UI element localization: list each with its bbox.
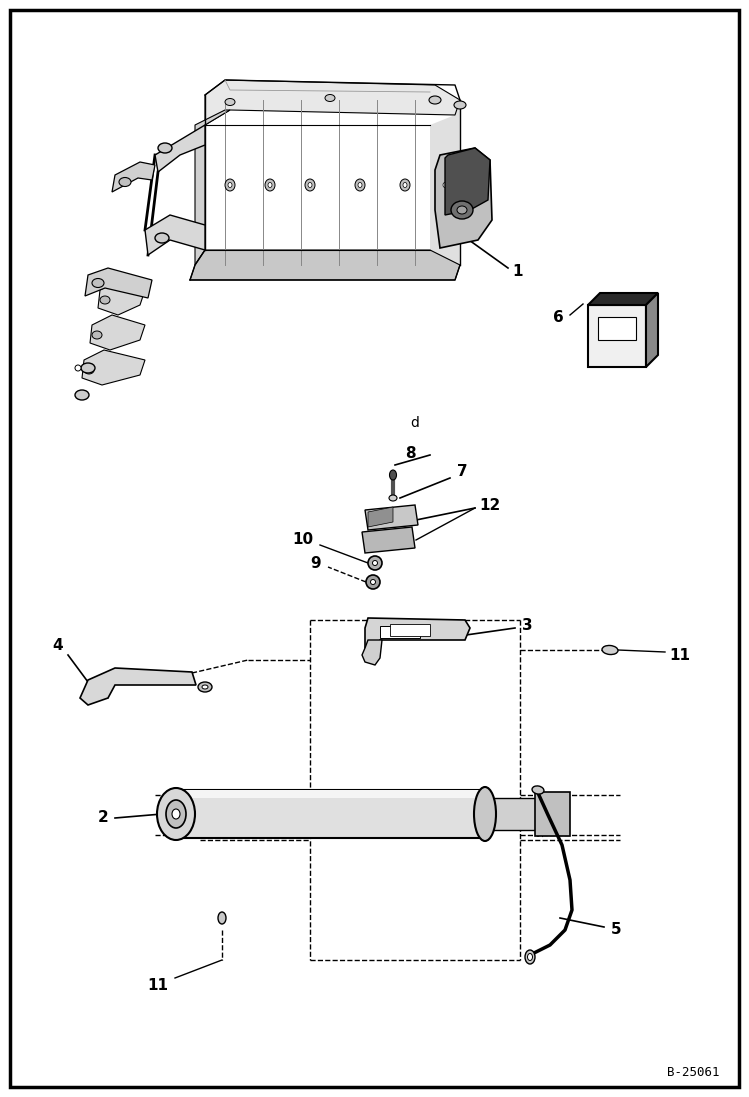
Ellipse shape — [225, 179, 235, 191]
Ellipse shape — [602, 645, 618, 655]
Ellipse shape — [265, 179, 275, 191]
Polygon shape — [588, 305, 646, 367]
Polygon shape — [145, 215, 205, 255]
Ellipse shape — [532, 785, 544, 794]
Ellipse shape — [268, 182, 272, 188]
Ellipse shape — [358, 182, 362, 188]
Polygon shape — [588, 293, 658, 305]
Text: 6: 6 — [553, 310, 563, 326]
Polygon shape — [535, 792, 570, 836]
Polygon shape — [90, 315, 145, 350]
Polygon shape — [183, 790, 480, 798]
Ellipse shape — [157, 788, 195, 840]
Ellipse shape — [372, 561, 377, 565]
Ellipse shape — [440, 179, 450, 191]
Ellipse shape — [451, 201, 473, 219]
Ellipse shape — [308, 182, 312, 188]
Ellipse shape — [225, 99, 235, 105]
Polygon shape — [80, 668, 196, 705]
Ellipse shape — [155, 233, 169, 244]
Polygon shape — [82, 350, 145, 385]
Ellipse shape — [474, 787, 496, 841]
Ellipse shape — [218, 912, 226, 924]
Ellipse shape — [305, 179, 315, 191]
Text: 12: 12 — [479, 498, 500, 512]
Polygon shape — [98, 280, 145, 315]
Ellipse shape — [527, 953, 533, 961]
Ellipse shape — [172, 808, 180, 819]
Ellipse shape — [371, 579, 375, 585]
Ellipse shape — [198, 682, 212, 692]
Polygon shape — [365, 618, 470, 652]
Text: 7: 7 — [457, 464, 467, 479]
Ellipse shape — [525, 950, 535, 964]
Ellipse shape — [325, 94, 335, 102]
Polygon shape — [205, 100, 460, 280]
Text: 10: 10 — [292, 532, 314, 547]
Polygon shape — [195, 110, 230, 265]
Ellipse shape — [92, 279, 104, 287]
Polygon shape — [445, 148, 490, 215]
Text: 4: 4 — [52, 637, 64, 653]
Polygon shape — [598, 317, 636, 340]
Text: 2: 2 — [97, 811, 109, 826]
Polygon shape — [362, 640, 382, 665]
Ellipse shape — [389, 495, 397, 501]
Ellipse shape — [457, 206, 467, 214]
Text: d: d — [410, 416, 419, 430]
Polygon shape — [368, 507, 393, 527]
Ellipse shape — [366, 575, 380, 589]
Ellipse shape — [443, 182, 447, 188]
Ellipse shape — [84, 366, 94, 374]
Polygon shape — [112, 162, 155, 192]
Ellipse shape — [202, 685, 208, 689]
Polygon shape — [155, 125, 205, 172]
Ellipse shape — [368, 556, 382, 570]
Polygon shape — [365, 505, 418, 530]
Ellipse shape — [403, 182, 407, 188]
Ellipse shape — [75, 365, 81, 371]
Ellipse shape — [75, 391, 89, 400]
Text: 5: 5 — [610, 923, 622, 938]
Ellipse shape — [355, 179, 365, 191]
Text: 11: 11 — [670, 648, 691, 664]
Ellipse shape — [429, 97, 441, 104]
Polygon shape — [480, 798, 540, 830]
Text: 11: 11 — [148, 977, 169, 993]
Polygon shape — [646, 293, 658, 367]
Polygon shape — [183, 790, 480, 838]
Polygon shape — [435, 148, 492, 248]
Polygon shape — [380, 626, 420, 638]
Ellipse shape — [166, 800, 186, 828]
Polygon shape — [390, 624, 430, 636]
Text: 8: 8 — [404, 445, 415, 461]
Ellipse shape — [454, 101, 466, 109]
Text: 1: 1 — [513, 264, 524, 280]
Ellipse shape — [228, 182, 232, 188]
Ellipse shape — [119, 178, 131, 186]
Ellipse shape — [81, 363, 95, 373]
Text: B-25061: B-25061 — [667, 1065, 720, 1078]
Text: 3: 3 — [522, 619, 533, 633]
Ellipse shape — [158, 143, 172, 152]
Polygon shape — [190, 250, 460, 280]
Polygon shape — [362, 527, 415, 553]
Ellipse shape — [400, 179, 410, 191]
Ellipse shape — [100, 296, 110, 304]
Polygon shape — [85, 268, 152, 298]
Polygon shape — [205, 80, 460, 125]
Ellipse shape — [389, 470, 396, 480]
Ellipse shape — [92, 331, 102, 339]
Text: 9: 9 — [311, 555, 321, 570]
